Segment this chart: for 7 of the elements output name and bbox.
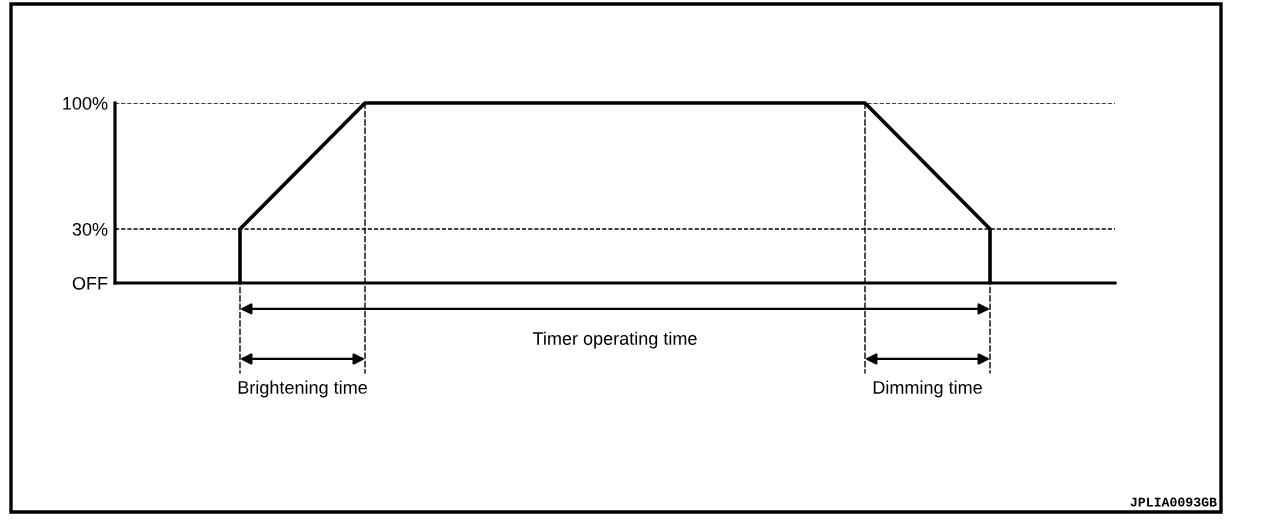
text: JPLIA0093GB — [1130, 497, 1217, 507]
text: Brightening time — [238, 380, 367, 398]
text: Timer operating time — [532, 331, 697, 349]
y-tick-label: 100% — [63, 96, 108, 110]
text: Dimming time — [873, 380, 982, 398]
y-tick-label: OFF — [72, 276, 108, 290]
y-tick-label: 30% — [72, 222, 108, 236]
